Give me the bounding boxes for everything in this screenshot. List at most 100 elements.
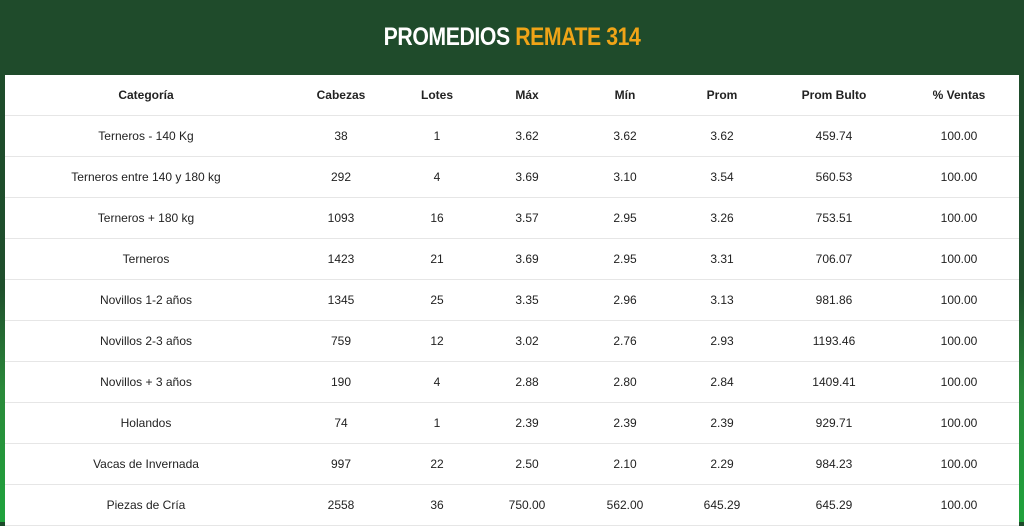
column-header: Prom <box>675 75 769 116</box>
cell: 2.39 <box>479 402 575 444</box>
column-header: % Ventas <box>899 75 1019 116</box>
cell: Terneros + 180 kg <box>5 197 287 239</box>
cell: 759 <box>287 320 395 362</box>
cell: 100.00 <box>899 361 1019 403</box>
cell: 997 <box>287 443 395 485</box>
table-row: Novillos 1-2 años 1345 25 3.35 2.96 3.13 981.8… <box>5 279 1019 321</box>
cell: 3.57 <box>479 197 575 239</box>
cell: 2.93 <box>675 320 769 362</box>
cell: 984.23 <box>769 443 899 485</box>
cell: 100.00 <box>899 279 1019 321</box>
table-row: Holandos 74 1 2.39 2.39 2.39 929.71 100.00 <box>5 402 1019 444</box>
cell: 100.00 <box>899 156 1019 198</box>
cell: 560.53 <box>769 156 899 198</box>
cell: 2.39 <box>675 402 769 444</box>
cell: Novillos 1-2 años <box>5 279 287 321</box>
cell: 753.51 <box>769 197 899 239</box>
cell: 292 <box>287 156 395 198</box>
table-row: Novillos 2-3 años 759 12 3.02 2.76 2.93 1193.4… <box>5 320 1019 362</box>
cell: 100.00 <box>899 484 1019 526</box>
cell: 100.00 <box>899 197 1019 239</box>
cell: 3.13 <box>675 279 769 321</box>
cell: 100.00 <box>899 443 1019 485</box>
cell: 100.00 <box>899 238 1019 280</box>
table-row: Vacas de Invernada 997 22 2.50 2.10 2.29 984.2… <box>5 443 1019 485</box>
cell: 16 <box>395 197 479 239</box>
table-row: Novillos + 3 años 190 4 2.88 2.80 2.84 1409.41… <box>5 361 1019 403</box>
cell: 2.95 <box>575 238 675 280</box>
cell: Novillos 2-3 años <box>5 320 287 362</box>
cell: 1345 <box>287 279 395 321</box>
cell: 3.69 <box>479 238 575 280</box>
cell: 2.88 <box>479 361 575 403</box>
cell: 645.29 <box>769 484 899 526</box>
cell: 2.29 <box>675 443 769 485</box>
column-header: Cabezas <box>287 75 395 116</box>
header: PROMEDIOS REMATE 314 <box>0 0 1024 75</box>
title-highlight: REMATE 314 <box>515 23 641 51</box>
averages-table: Categoría Cabezas Lotes Máx Mín Prom Prom Bult… <box>5 75 1019 526</box>
cell: 3.31 <box>675 238 769 280</box>
table-row: Piezas de Cría 2558 36 750.00 562.00 645.29 64… <box>5 484 1019 526</box>
cell: 2.50 <box>479 443 575 485</box>
cell: Terneros <box>5 238 287 280</box>
cell: 100.00 <box>899 115 1019 157</box>
table-body: Terneros - 140 Kg 38 1 3.62 3.62 3.62 459.74 10… <box>5 115 1019 526</box>
cell: 12 <box>395 320 479 362</box>
cell: 1409.41 <box>769 361 899 403</box>
title: PROMEDIOS REMATE 314 <box>384 23 641 52</box>
cell: Piezas de Cría <box>5 484 287 526</box>
cell: 459.74 <box>769 115 899 157</box>
cell: 2.84 <box>675 361 769 403</box>
cell: 100.00 <box>899 402 1019 444</box>
column-header: Máx <box>479 75 575 116</box>
column-header: Mín <box>575 75 675 116</box>
cell: 1 <box>395 402 479 444</box>
column-header: Prom Bulto <box>769 75 899 116</box>
cell: 3.62 <box>575 115 675 157</box>
cell: 929.71 <box>769 402 899 444</box>
cell: 2558 <box>287 484 395 526</box>
cell: 2.39 <box>575 402 675 444</box>
cell: 2.76 <box>575 320 675 362</box>
cell: 4 <box>395 156 479 198</box>
cell: 1093 <box>287 197 395 239</box>
cell: 3.35 <box>479 279 575 321</box>
title-main: PROMEDIOS <box>383 23 510 51</box>
cell: 981.86 <box>769 279 899 321</box>
cell: 3.02 <box>479 320 575 362</box>
cell: 3.69 <box>479 156 575 198</box>
cell: 38 <box>287 115 395 157</box>
cell: 190 <box>287 361 395 403</box>
cell: 2.10 <box>575 443 675 485</box>
cell: Holandos <box>5 402 287 444</box>
cell: 36 <box>395 484 479 526</box>
header-row: Categoría Cabezas Lotes Máx Mín Prom Prom Bult… <box>5 75 1019 116</box>
cell: 21 <box>395 238 479 280</box>
cell: 706.07 <box>769 238 899 280</box>
cell: 3.26 <box>675 197 769 239</box>
cell: 3.54 <box>675 156 769 198</box>
cell: 750.00 <box>479 484 575 526</box>
table-row: Terneros + 180 kg 1093 16 3.57 2.95 3.26 753.5… <box>5 197 1019 239</box>
column-header: Lotes <box>395 75 479 116</box>
cell: 2.95 <box>575 197 675 239</box>
cell: 1 <box>395 115 479 157</box>
table-row: Terneros 1423 21 3.69 2.95 3.31 706.07 100.00 <box>5 238 1019 280</box>
column-header: Categoría <box>5 75 287 116</box>
cell: 74 <box>287 402 395 444</box>
cell: 4 <box>395 361 479 403</box>
cell: 2.96 <box>575 279 675 321</box>
cell: 22 <box>395 443 479 485</box>
cell: 3.62 <box>479 115 575 157</box>
cell: 100.00 <box>899 320 1019 362</box>
cell: 1423 <box>287 238 395 280</box>
cell: 562.00 <box>575 484 675 526</box>
cell: 25 <box>395 279 479 321</box>
cell: 645.29 <box>675 484 769 526</box>
cell: Novillos + 3 años <box>5 361 287 403</box>
cell: 3.10 <box>575 156 675 198</box>
table-row: Terneros - 140 Kg 38 1 3.62 3.62 3.62 459.74 10… <box>5 115 1019 157</box>
cell: 1193.46 <box>769 320 899 362</box>
